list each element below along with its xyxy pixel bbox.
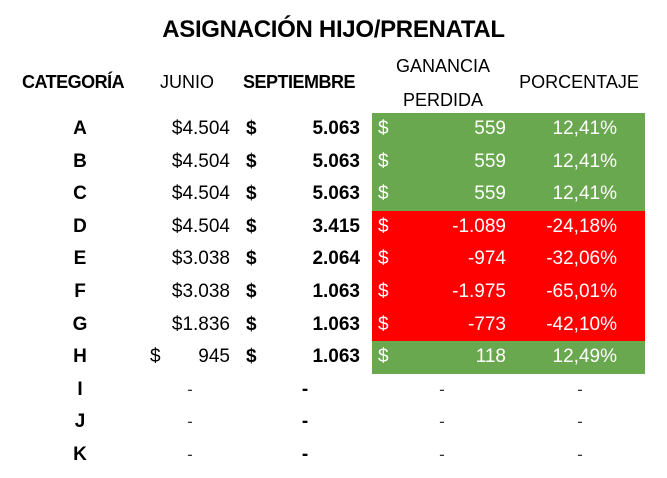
row-fill-loss [372,276,645,309]
junio-value: 945 [198,346,230,367]
row-fill-gain [372,341,645,374]
row-fill-loss [372,309,645,342]
ganancia-value: 559 [474,118,506,139]
porcentaje-value: -42,10% [546,314,617,335]
ganancia-currency: $ [378,216,389,237]
septiembre-value: 1.063 [312,314,360,335]
porcentaje-value: - [577,445,583,464]
septiembre-currency: $ [246,151,257,172]
header-categoria: CATEGORÍA [22,72,125,92]
header-septiembre: SEPTIEMBRE [243,72,356,92]
category-label: F [74,281,86,302]
ganancia-currency: $ [378,248,389,269]
septiembre-currency: $ [246,118,257,139]
page-title: ASIGNACIÓN HIJO/PRENATAL [162,16,505,43]
septiembre-value: 2.064 [312,248,360,269]
septiembre-value: - [301,444,309,465]
ganancia-currency: $ [378,346,389,367]
ganancia-currency: $ [378,118,389,139]
category-label: K [73,444,87,465]
row-fill-loss [372,211,645,244]
row-fill-loss [372,243,645,276]
porcentaje-value: 12,41% [552,118,617,139]
septiembre-currency: $ [246,216,257,237]
junio-value: $4.504 [171,183,230,204]
header-perdida: PERDIDA [402,90,483,110]
septiembre-value: 3.415 [312,216,360,237]
septiembre-currency: $ [246,183,257,204]
porcentaje-value: - [577,380,583,399]
junio-value: $4.504 [171,216,230,237]
category-label: G [72,314,88,335]
ganancia-currency: $ [378,183,389,204]
septiembre-value: - [301,379,309,400]
row-fill-gain [372,113,645,146]
junio-value: - [187,412,193,431]
row-fill-gain [372,178,645,211]
category-label: I [77,379,83,400]
porcentaje-value: -65,01% [546,281,617,302]
septiembre-value: 5.063 [312,118,360,139]
category-label: C [73,183,87,204]
porcentaje-value: 12,49% [552,346,617,367]
ganancia-value: -1.975 [452,281,506,302]
septiembre-currency: $ [246,314,257,335]
septiembre-currency: $ [246,281,257,302]
header-ganancia: GANANCIA [395,56,491,76]
ganancia-value: 118 [475,346,506,367]
porcentaje-value: -24,18% [546,216,617,237]
category-label: E [73,248,87,269]
septiembre-value: 1.063 [312,281,360,302]
category-label: B [73,151,87,172]
junio-value: - [187,445,193,464]
category-label: J [74,411,86,432]
septiembre-value: - [301,411,309,432]
ganancia-currency: $ [378,281,389,302]
ganancia-value: 559 [474,151,506,172]
header-junio: JUNIO [160,72,214,92]
ganancia-value: -773 [467,314,506,335]
junio-value: $3.038 [171,248,230,269]
junio-value: - [187,380,193,399]
category-label: H [73,346,87,367]
ganancia-currency: $ [378,314,389,335]
septiembre-currency: $ [246,248,257,269]
septiembre-currency: $ [246,346,257,367]
category-label: D [73,216,87,237]
ganancia-value: -1.089 [452,216,506,237]
category-label: A [73,118,87,139]
septiembre-value: 1.063 [312,346,360,367]
ganancia-value: - [439,445,445,464]
ganancia-value: - [439,380,445,399]
header-porcentaje: PORCENTAJE [519,72,639,92]
septiembre-value: 5.063 [312,183,360,204]
ganancia-value: 559 [474,183,506,204]
ganancia-value: - [439,412,445,431]
junio-currency: $ [150,346,161,367]
ganancia-value: -974 [467,248,506,269]
junio-value: $3.038 [171,281,230,302]
junio-value: $4.504 [171,151,230,172]
row-fill-gain [372,146,645,179]
porcentaje-value: -32,06% [546,248,617,269]
porcentaje-value: - [577,412,583,431]
junio-value: $4.504 [171,118,230,139]
ganancia-currency: $ [378,151,389,172]
junio-value: $1.836 [171,314,230,335]
porcentaje-value: 12,41% [552,183,617,204]
porcentaje-value: 12,41% [552,151,617,172]
septiembre-value: 5.063 [312,151,360,172]
